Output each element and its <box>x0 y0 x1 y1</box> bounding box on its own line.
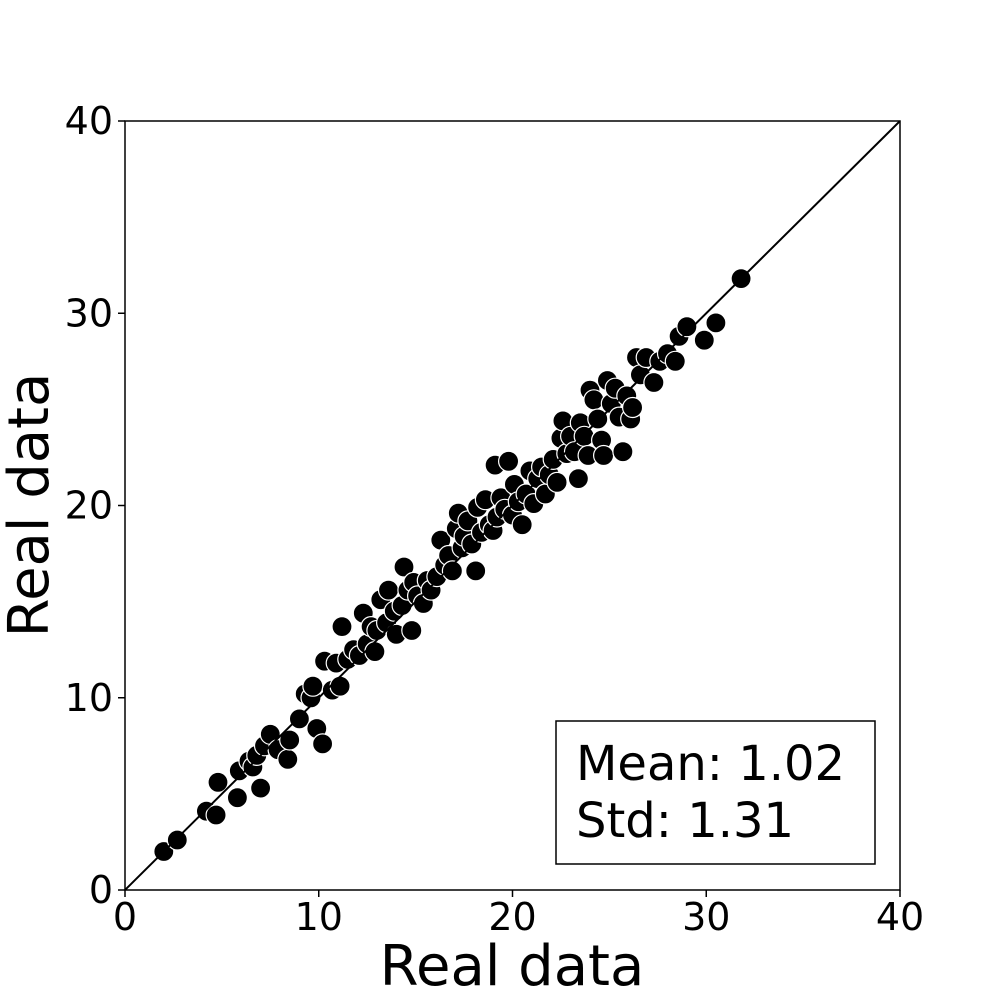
data-point <box>592 444 615 467</box>
y-axis-title: Real data <box>0 373 62 638</box>
x-tick-label: 40 <box>876 895 924 939</box>
data-point <box>587 408 609 430</box>
data-point <box>583 389 605 411</box>
data-point <box>207 771 229 793</box>
data-point <box>277 748 299 770</box>
data-point <box>166 829 188 851</box>
y-tick-label: 10 <box>65 676 113 720</box>
data-point <box>511 514 533 536</box>
data-point <box>302 675 324 697</box>
data-point <box>612 441 634 463</box>
x-axis: 0 10 20 30 40 <box>113 890 924 939</box>
data-point <box>567 468 590 490</box>
data-point <box>393 556 415 578</box>
data-point <box>621 396 644 419</box>
y-tick-label: 0 <box>89 868 113 912</box>
data-point <box>441 560 463 582</box>
stats-mean-label: Mean: 1.02 <box>576 736 845 792</box>
data-point <box>693 329 715 351</box>
data-point <box>279 729 301 751</box>
identity-line <box>124 120 901 891</box>
data-point <box>329 675 351 697</box>
data-point <box>226 787 248 809</box>
stats-std-label: Std: 1.31 <box>576 793 794 849</box>
x-tick-label: 30 <box>682 895 730 939</box>
x-tick-label: 10 <box>295 895 343 939</box>
data-point <box>465 560 487 582</box>
data-point <box>643 371 665 394</box>
x-tick-label: 0 <box>113 895 137 939</box>
data-point <box>250 777 272 799</box>
data-points <box>153 268 752 863</box>
data-point <box>288 708 310 730</box>
data-point <box>377 579 400 601</box>
data-point <box>573 425 595 447</box>
data-point <box>546 471 568 493</box>
data-point <box>705 312 727 334</box>
x-tick-label: 20 <box>488 895 536 939</box>
data-point <box>401 619 423 642</box>
y-tick-label: 40 <box>65 99 113 143</box>
y-tick-label: 30 <box>65 291 113 335</box>
stats-box: Mean: 1.02 Std: 1.31 <box>555 720 876 865</box>
data-point <box>664 350 686 372</box>
data-point <box>364 640 386 663</box>
data-point <box>205 804 227 826</box>
y-axis: 0 10 20 30 40 <box>65 99 125 912</box>
data-point <box>498 450 520 472</box>
data-point <box>331 615 353 638</box>
data-point <box>312 733 334 755</box>
x-axis-title: Real data <box>380 934 645 999</box>
data-point <box>676 316 698 338</box>
stats-box-frame <box>555 720 876 865</box>
y-tick-label: 20 <box>65 484 113 528</box>
